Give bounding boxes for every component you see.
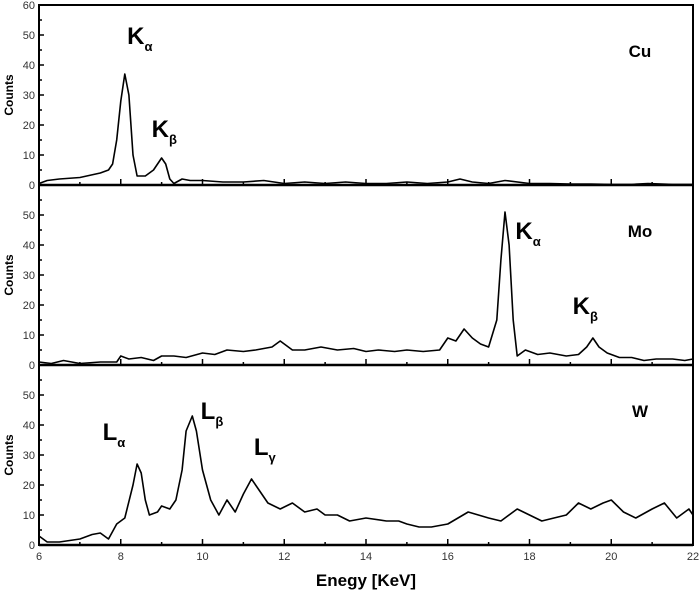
y-tick-label: 20 (23, 120, 35, 132)
panels-group: 0102030405060CountsCuKαKβ01020304050Coun… (2, 0, 699, 563)
y-axis-title: Counts (2, 74, 16, 116)
panel-w: 0 10 20 30 40 50 Counts W Lα Lβ Lγ (2, 364, 694, 552)
peak-label: Kα (127, 23, 152, 54)
y-tick-label: 50 (23, 210, 35, 222)
peak-label: Lα (103, 419, 126, 450)
peak-label: Kβ (152, 116, 177, 147)
y-tick-label: 40 (23, 60, 35, 72)
peak-label: Kα (515, 218, 540, 249)
y-tick-label: 30 (23, 450, 35, 462)
panel-frame (38, 184, 694, 366)
x-axis-title: Enegy [KeV] (316, 571, 416, 590)
y-tick-label: 0 (29, 180, 35, 192)
panel-mo: 0 10 20 30 40 50 Counts Mo Kα Kβ (2, 184, 694, 372)
spectrum-line-cu (38, 73, 693, 186)
y-tick-label: 50 (23, 30, 35, 42)
y-tick-label: 20 (23, 300, 35, 312)
x-tick-label: 8 (118, 551, 124, 563)
spectrum-line-mo (38, 211, 694, 365)
y-tick-label: 60 (23, 0, 35, 12)
panel-cu: 0 10 20 30 40 50 60 Counts Cu Kα Kβ (2, 0, 694, 192)
x-tick-label: 12 (278, 551, 290, 563)
y-tick-label: 10 (23, 510, 35, 522)
y-axis-title: Counts (2, 434, 16, 476)
element-label-mo: Mo (628, 222, 653, 241)
y-tick-label: 50 (23, 390, 35, 402)
x-tick-label: 16 (442, 551, 454, 563)
y-tick-label: 40 (23, 420, 35, 432)
x-tick-label: 22 (687, 551, 699, 563)
peak-label: Lγ (254, 434, 277, 465)
peak-label: Kβ (573, 293, 598, 324)
element-label-cu: Cu (629, 42, 652, 61)
y-tick-label: 0 (29, 360, 35, 372)
y-tick-label: 30 (23, 90, 35, 102)
element-label-w: W (632, 402, 649, 421)
y-tick-label: 30 (23, 270, 35, 282)
y-tick-label: 0 (29, 540, 35, 552)
x-tick-label: 6 (36, 551, 42, 563)
spectrum-line-w (38, 415, 694, 543)
y-tick-label: 10 (23, 150, 35, 162)
peak-label: Lβ (201, 398, 224, 429)
y-tick-label: 10 (23, 330, 35, 342)
x-tick-label: 18 (523, 551, 535, 563)
y-tick-label: 20 (23, 480, 35, 492)
x-tick-label: 10 (196, 551, 208, 563)
x-tick-label: 20 (605, 551, 617, 563)
y-axis-title: Counts (2, 254, 16, 296)
x-tick-label: 14 (360, 551, 372, 563)
y-tick-label: 40 (23, 240, 35, 252)
